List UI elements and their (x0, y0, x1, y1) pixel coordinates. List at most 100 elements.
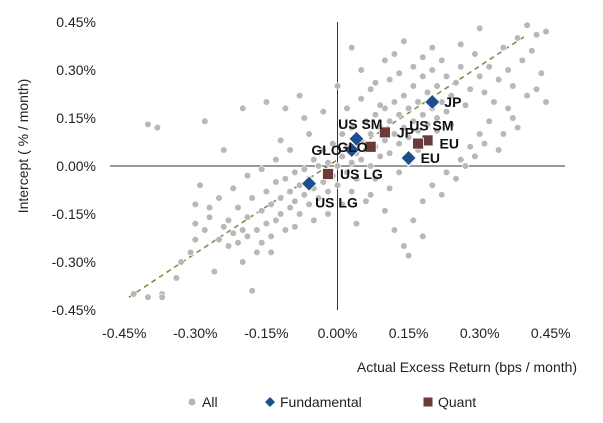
y-tick-label: -0.45% (52, 302, 96, 318)
x-tick-label: -0.45% (102, 325, 146, 341)
all-point (348, 188, 356, 196)
all-point (220, 146, 228, 154)
annotation-label: US LG (340, 166, 383, 182)
annotation-label: GLO (311, 142, 341, 158)
all-point (480, 88, 489, 96)
annotation-label: EU (421, 150, 440, 166)
all-point (390, 226, 398, 234)
all-point (447, 91, 455, 100)
fundamental-point (348, 130, 365, 147)
all-point (476, 130, 484, 138)
all-point (286, 204, 294, 212)
all-point (457, 156, 465, 164)
all-point (215, 236, 223, 244)
all-point (514, 123, 522, 132)
fundamental-point (300, 175, 318, 192)
all-point (267, 232, 275, 240)
all-point (243, 232, 252, 240)
all-point (390, 130, 398, 138)
all-point (215, 194, 223, 202)
all-point (201, 226, 209, 234)
all-point (404, 252, 413, 260)
all-point (495, 146, 503, 154)
annotation-label: GLO (337, 139, 367, 155)
all-point (367, 162, 375, 170)
all-point (239, 226, 247, 234)
all-point (305, 130, 313, 138)
y-tick-label: 0.15% (56, 110, 96, 126)
all-point (495, 75, 503, 84)
all-point (438, 56, 446, 65)
all-point (310, 216, 318, 224)
all-point (262, 98, 271, 106)
annotation-label: US LG (315, 195, 358, 211)
all-point (433, 114, 441, 122)
y-tick-label: 0.30% (56, 62, 96, 78)
all-point (229, 229, 237, 237)
annotation-label: EU (440, 136, 459, 152)
all-point (485, 117, 493, 125)
all-point (409, 63, 417, 71)
all-point (419, 53, 427, 61)
x-tick-label: 0.00% (318, 325, 358, 341)
all-point (291, 197, 299, 205)
all-point (438, 191, 446, 199)
all-point (314, 194, 323, 202)
all-point (343, 168, 351, 176)
y-tick-label: 0.45% (56, 14, 96, 30)
all-point (201, 117, 209, 125)
all-point (442, 107, 451, 116)
all-point (272, 178, 280, 186)
all-point (319, 146, 327, 154)
all-point (419, 111, 427, 119)
all-point (461, 101, 470, 109)
all-point (457, 40, 465, 49)
x-tick-label: 0.30% (460, 325, 500, 341)
legend-quant-marker (423, 397, 433, 407)
all-point (357, 156, 365, 164)
all-point (523, 91, 531, 100)
quant-point (322, 168, 334, 180)
all-point (542, 28, 550, 36)
all-point (333, 162, 342, 170)
all-point (362, 197, 370, 205)
all-point (234, 239, 242, 247)
all-point (476, 72, 484, 80)
all-point (428, 43, 436, 52)
all-point (329, 140, 337, 148)
all-point (352, 175, 361, 183)
all-point (409, 82, 417, 90)
all-point (314, 162, 323, 170)
annotation-label: JP (444, 94, 461, 110)
all-point (490, 98, 498, 106)
all-point (532, 85, 541, 93)
all-point (310, 156, 318, 164)
all-point (485, 63, 493, 71)
all-point (518, 56, 526, 65)
x-tick-label: -0.15% (244, 325, 288, 341)
all-point (433, 82, 441, 90)
all-point (319, 107, 327, 116)
x-axis-title: Actual Excess Return (bps / month) (357, 359, 577, 375)
all-point (504, 66, 512, 74)
all-point (277, 210, 285, 218)
all-point (480, 140, 489, 148)
all-point (286, 188, 294, 196)
all-point (333, 82, 342, 90)
all-point (390, 98, 398, 106)
all-point (205, 204, 214, 212)
all-point (367, 130, 375, 138)
all-point (395, 69, 403, 77)
y-tick-label: -0.15% (52, 206, 96, 222)
all-point (386, 184, 394, 192)
all-point (305, 200, 313, 208)
all-point (395, 111, 403, 119)
all-point (390, 50, 398, 58)
quant-point (412, 137, 424, 150)
all-point (514, 34, 522, 42)
legend-label: Fundamental (280, 394, 362, 410)
all-point (452, 175, 460, 183)
all-point (423, 88, 432, 96)
